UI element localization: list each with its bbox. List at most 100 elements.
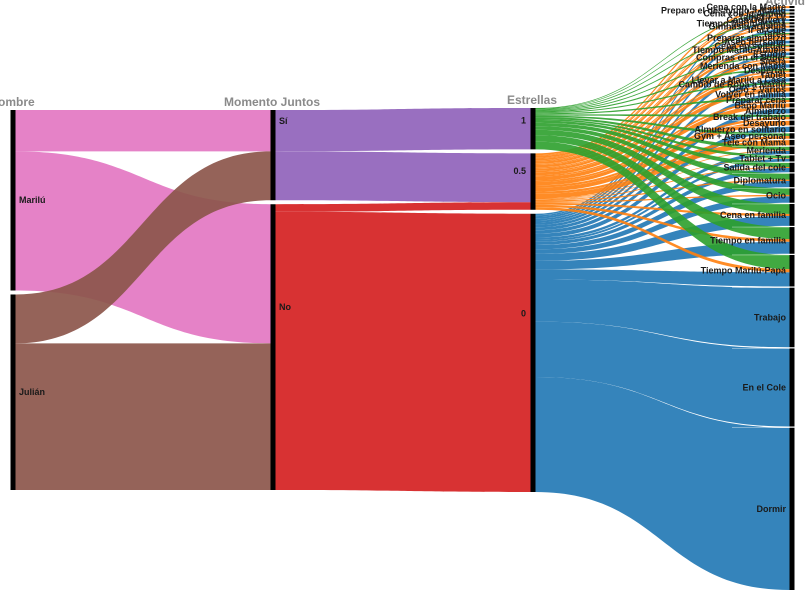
label-marilu: Marilú bbox=[19, 195, 46, 205]
ribbon-0-merienda bbox=[535, 150, 790, 240]
label-actividad-tablet-tv: Tablet + TV bbox=[738, 12, 786, 22]
actividad-bar-preparar-cena[interactable] bbox=[789, 97, 795, 103]
actividad-bar-en-el-cole[interactable] bbox=[789, 348, 795, 427]
actividad-bar-tablet-tv[interactable] bbox=[789, 155, 795, 162]
ribbon-1-cena-en-soledad bbox=[535, 44, 790, 111]
label-actividad-almuerzo-en-solitario: Almuerzo en solitario bbox=[694, 124, 786, 134]
label-actividad-salida-del-cole: Salida del cole bbox=[723, 162, 786, 172]
actividad-bar-tarea[interactable] bbox=[789, 32, 795, 36]
actividad-bar-siesta[interactable] bbox=[789, 60, 795, 64]
actividad-bar-salida-del-cole[interactable] bbox=[789, 162, 795, 173]
label-actividad-siesta: Siesta bbox=[759, 57, 787, 67]
estrellas-bar-1[interactable] bbox=[530, 108, 536, 150]
nombre-bar-marilu[interactable] bbox=[10, 110, 16, 291]
actividad-bar-cena-en-familia[interactable] bbox=[789, 203, 795, 226]
ribbon-1-cena-en-familia bbox=[535, 129, 790, 214]
estrellas-bar-0-5[interactable] bbox=[530, 153, 536, 210]
ribbon-0-5-cambio-de-ropa-a-marilu bbox=[535, 84, 790, 177]
actividad-bar-tablet[interactable] bbox=[789, 73, 795, 77]
header-momento-juntos: Momento Juntos bbox=[224, 95, 320, 109]
actividad-bar-tiempo-marilu-mama[interactable] bbox=[789, 22, 795, 25]
actividad-bar-aseo-personal[interactable] bbox=[789, 40, 795, 44]
actividad-bar-cena-con-la-madre[interactable] bbox=[789, 6, 795, 9]
ribbon-1-diplomatura bbox=[535, 122, 790, 180]
ribbon-0-5-tiempo-en-familia bbox=[535, 204, 790, 242]
actividad-bar-tiempo-en-familia[interactable] bbox=[789, 227, 795, 254]
actividad-bar-gym-aseo-personal[interactable] bbox=[789, 133, 795, 139]
ribbon-1-cena-con-la-abuela bbox=[535, 12, 790, 109]
axis-headers: ombre Momento Juntos Estrellas Activid bbox=[0, 0, 805, 109]
ribbon-0-tiempo-marilu-papa bbox=[535, 269, 790, 287]
actividad-bar-tiempo-marilu-abuela[interactable] bbox=[789, 48, 795, 52]
actividad-bar-cena-delivery[interactable] bbox=[789, 19, 795, 22]
header-nombre: ombre bbox=[0, 95, 35, 109]
header-estrellas: Estrellas bbox=[507, 93, 557, 107]
actividad-bar-estudio[interactable] bbox=[789, 52, 795, 56]
ribbon-0-5-preparar-cena bbox=[535, 100, 790, 182]
actividad-bar-volver-en-familia[interactable] bbox=[789, 92, 795, 97]
actividad-bar-cena-en-soledad[interactable] bbox=[789, 44, 795, 48]
ribbons-nombre-momento bbox=[15, 110, 271, 490]
actividad-bar-cambio-de-ropa-a-marilu[interactable] bbox=[789, 82, 795, 87]
label-si: Sí bbox=[279, 116, 288, 126]
ribbon-0-dormir bbox=[535, 376, 790, 590]
ribbon-0-5-cena-en-soledad bbox=[535, 45, 790, 166]
ribbon-si-0-5 bbox=[275, 151, 531, 203]
ribbons-momento-estrellas bbox=[275, 108, 531, 492]
ribbon-julian-no bbox=[15, 343, 271, 490]
actividad-bar-dormir[interactable] bbox=[789, 427, 795, 590]
ribbon-0-5-despertar bbox=[535, 70, 790, 173]
ribbon-1-tablet-tv bbox=[535, 118, 790, 159]
ribbon-0-5-gym-aseo-personal bbox=[535, 135, 790, 194]
actividad-bar-desayuno[interactable] bbox=[789, 120, 795, 126]
momento-bar-si[interactable] bbox=[270, 110, 276, 201]
label-actividad-preparar-almuerzo: Preparar almuerzo bbox=[707, 33, 787, 43]
ribbon-0-5-diplomatura bbox=[535, 179, 790, 202]
actividad-bar-almuerzo[interactable] bbox=[789, 108, 795, 114]
actividad-bar-llevar-a-marilu-a-casa[interactable] bbox=[789, 78, 795, 82]
label-actividad-compras-en-el-super: Compras en el Super bbox=[696, 53, 787, 63]
actividad-bar-cena-con-la-abuela[interactable] bbox=[789, 12, 795, 15]
estrellas-bar-0[interactable] bbox=[530, 213, 536, 492]
actividad-bar-bano-marilu[interactable] bbox=[789, 103, 795, 108]
actividad-bar-gimnasia-artistica[interactable] bbox=[789, 25, 795, 28]
actividad-bar-merienda[interactable] bbox=[789, 146, 795, 155]
actividad-bar-trabajo[interactable] bbox=[789, 287, 795, 348]
ribbons-estrellas-actividad bbox=[535, 5, 792, 590]
label-actividad-volver-en-familia: Volver en familia bbox=[715, 90, 787, 100]
label-actividad-tiempo-marilu-mama: Tiempo Marilú-Mamá bbox=[697, 18, 787, 28]
label-actividad-break-del-trabajo: Break del trabajo bbox=[713, 112, 787, 122]
ribbon-0-5-preparar-almuerzo bbox=[535, 36, 790, 164]
actividad-bar-diplomatura[interactable] bbox=[789, 173, 795, 188]
actividad-bar-ocio-varios[interactable] bbox=[789, 87, 795, 92]
label-actividad-llevar-a-marilu-a-casa: Llevar a Marilú a Casa bbox=[691, 75, 787, 85]
actividad-bar-preparo-el-desayuno-a-marilu[interactable] bbox=[789, 9, 795, 12]
actividad-bar-ocio[interactable] bbox=[789, 188, 795, 203]
actividad-bar-merienda-con-mama[interactable] bbox=[789, 64, 795, 68]
actividad-bar-despertar[interactable] bbox=[789, 68, 795, 73]
ribbon-no-0-5 bbox=[275, 202, 531, 212]
ribbon-0-ocio bbox=[535, 196, 790, 254]
label-actividad-dormir: Dormir bbox=[756, 504, 786, 514]
actividad-bar-tele-con-mama[interactable] bbox=[789, 139, 795, 146]
actividad-bar-compras-en-el-super[interactable] bbox=[789, 56, 795, 60]
ribbon-no-0 bbox=[275, 211, 531, 492]
ribbon-0-5-cena-con-la-madre bbox=[535, 6, 790, 156]
actividad-bar-tablet-tv[interactable] bbox=[789, 15, 795, 18]
ribbon-marilu-si bbox=[15, 110, 271, 152]
actividad-bar-break-del-trabajo[interactable] bbox=[789, 114, 795, 120]
actividad-bar-almuerzo-en-solitario[interactable] bbox=[789, 126, 795, 133]
actividad-bar-ir-al-cole[interactable] bbox=[789, 28, 795, 32]
label-actividad-tarea: Tarea bbox=[763, 29, 787, 39]
actividad-bar-preparar-almuerzo[interactable] bbox=[789, 36, 795, 40]
nombre-bar-julian[interactable] bbox=[10, 294, 16, 490]
ribbon-0-trabajo bbox=[535, 279, 790, 348]
label-actividad-cena-en-familia: Cena en familia bbox=[720, 210, 787, 220]
label-actividad-diplomatura: Diplomatura bbox=[733, 175, 787, 185]
momento-bar-no[interactable] bbox=[270, 204, 276, 491]
actividad-bar-tiempo-marilu-papa[interactable] bbox=[789, 254, 795, 287]
label-actividad-cena-con-la-madre: Cena con la Madre bbox=[706, 2, 786, 12]
ribbon-0-5-cena-en-familia bbox=[535, 202, 790, 217]
ribbon-1-tiempo-en-familia bbox=[535, 135, 790, 240]
